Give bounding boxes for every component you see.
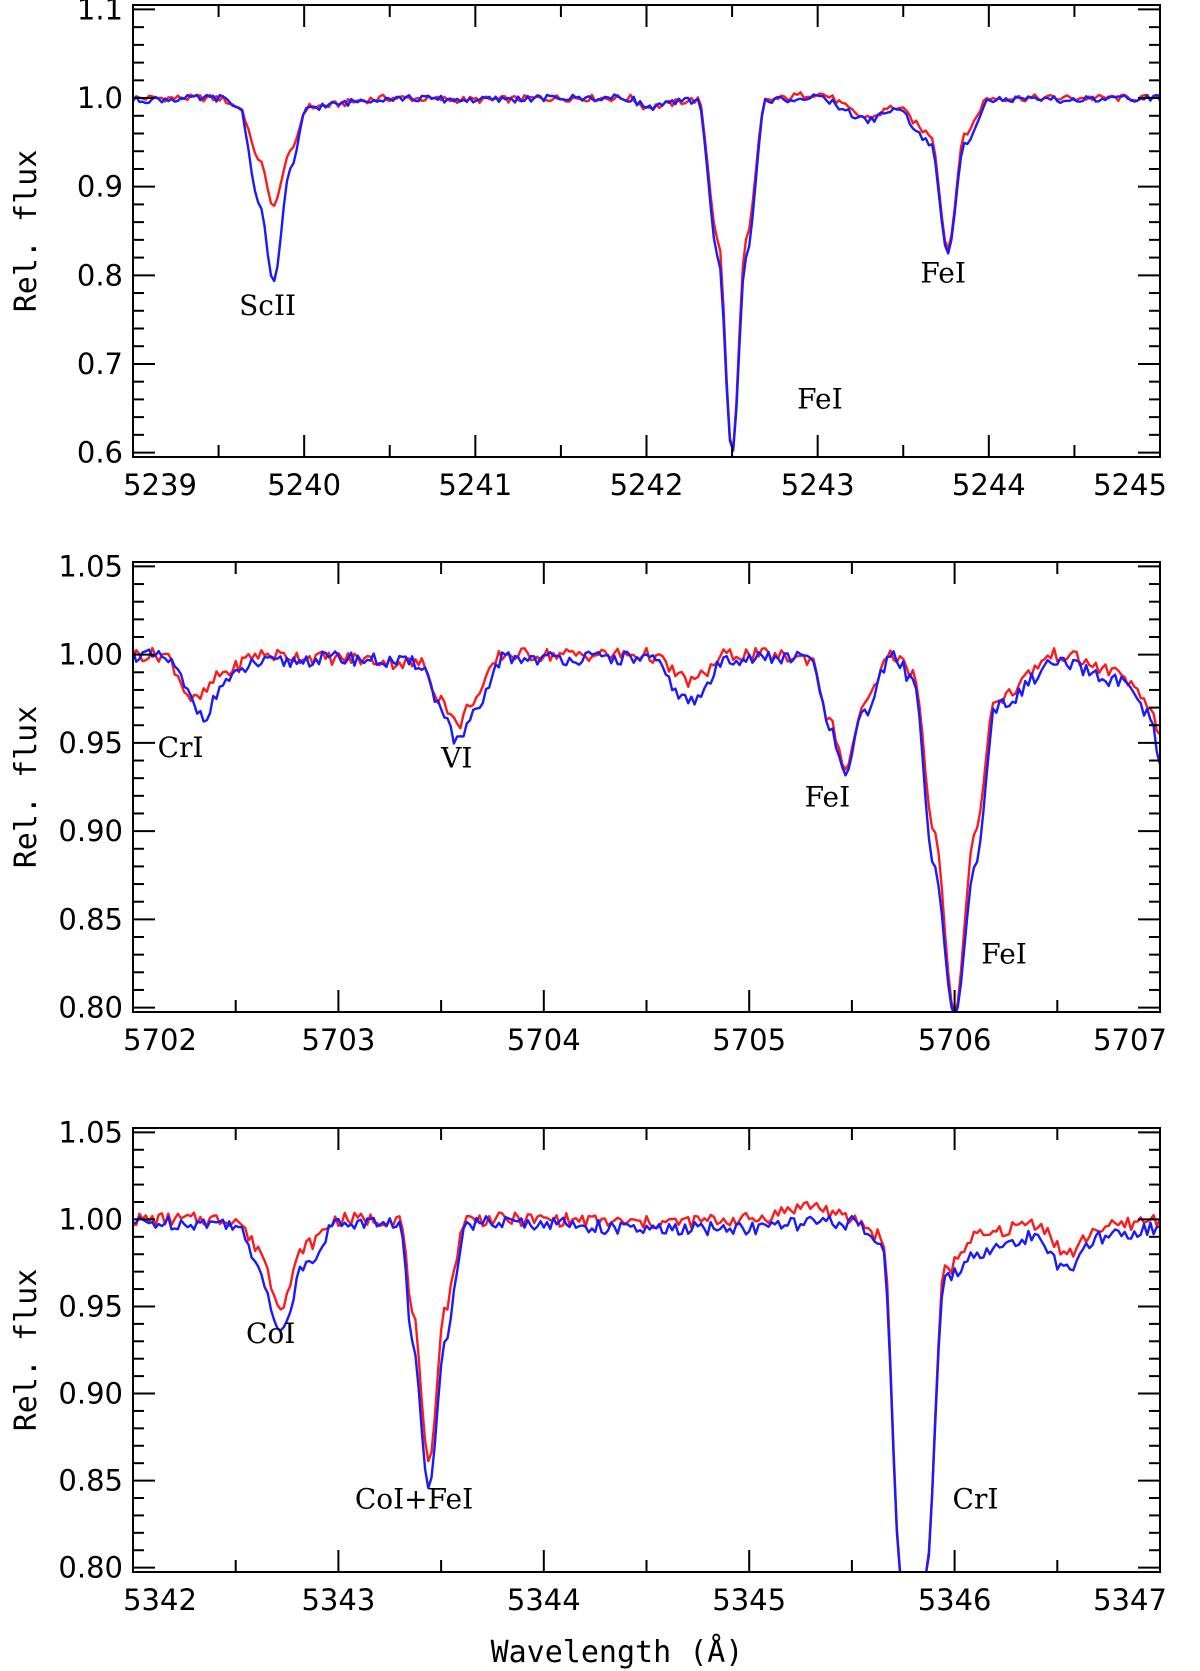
- y-tick-label: 1.1: [77, 0, 123, 26]
- series-group: [133, 1200, 1160, 1572]
- plot-frame: [132, 4, 1161, 458]
- y-tick-label: 0.95: [58, 726, 123, 760]
- y-tick-label: 0.85: [58, 1464, 123, 1498]
- x-tick-label: 5702: [123, 1023, 197, 1057]
- series-red-line: [133, 1200, 1160, 1572]
- y-tick-label: 1.0: [77, 81, 123, 115]
- y-tick-label: 0.7: [77, 347, 123, 381]
- line-annotation: VI: [440, 742, 472, 775]
- line-annotation: CrI: [953, 1482, 999, 1515]
- line-annotation: FeI: [920, 256, 966, 289]
- line-annotation: CrI: [158, 731, 204, 764]
- y-tick-label: 0.8: [77, 258, 123, 292]
- series-group: [133, 646, 1160, 1012]
- line-annotation: ScII: [239, 289, 296, 322]
- y-tick-label: 1.00: [58, 1202, 123, 1236]
- x-tick-label: 5343: [301, 1583, 375, 1617]
- y-axis-title: Rel. flux: [9, 1269, 44, 1432]
- y-tick-label: 1.05: [58, 549, 123, 583]
- x-tick-label: 5240: [267, 468, 341, 502]
- x-tick-label: 5243: [781, 468, 855, 502]
- y-tick-label: 1.05: [58, 1115, 123, 1149]
- line-annotation: FeI: [805, 780, 851, 813]
- x-tick-label: 5244: [952, 468, 1026, 502]
- x-tick-label: 5704: [507, 1023, 581, 1057]
- panel-top: 5239 5240 5241 5242 5243 5244 5245 0.6 0.7 0.8 0.9…: [9, 0, 1167, 502]
- y-tick-label: 0.6: [77, 436, 123, 470]
- x-tick-label: 5245: [1093, 468, 1167, 502]
- x-tick-label: 5345: [712, 1583, 786, 1617]
- panel-bottom: 5342 5343 5344 5345 5346 5347 0.80 0.85 0.90 0.95…: [9, 1115, 1167, 1617]
- x-tick-label: 5342: [123, 1583, 197, 1617]
- y-tick-label: 0.90: [58, 1377, 123, 1411]
- x-tick-label: 5707: [1093, 1023, 1167, 1057]
- x-tick-label: 5239: [123, 468, 197, 502]
- y-tick-label: 0.95: [58, 1289, 123, 1323]
- x-tick-label: 5241: [438, 468, 512, 502]
- series-blue-line: [133, 93, 1160, 452]
- y-axis-title: Rel. flux: [9, 150, 44, 313]
- x-tick-label: 5346: [918, 1583, 992, 1617]
- line-annotation: FeI: [981, 937, 1027, 970]
- x-tick-label: 5242: [610, 468, 684, 502]
- series-group: [133, 91, 1160, 452]
- y-tick-label: 1.00: [58, 638, 123, 672]
- line-annotation: CoI+FeI: [355, 1482, 473, 1515]
- x-axis-title: Wavelength (Å): [491, 1634, 744, 1670]
- x-tick-label: 5344: [507, 1583, 581, 1617]
- series-blue-line: [133, 1214, 1160, 1572]
- y-axis-title: Rel. flux: [9, 706, 44, 869]
- y-tick-label: 0.9: [77, 170, 123, 204]
- y-tick-label: 0.80: [58, 991, 123, 1025]
- y-tick-label: 0.80: [58, 1551, 123, 1585]
- x-tick-label: 5706: [918, 1023, 992, 1057]
- x-tick-label: 5705: [712, 1023, 786, 1057]
- line-annotation: CoI: [246, 1317, 295, 1350]
- y-tick-label: 0.90: [58, 814, 123, 848]
- panel-middle: 5702 5703 5704 5705 5706 5707 0.80 0.85 0.90 0.95…: [9, 549, 1167, 1057]
- line-annotation: FeI: [797, 382, 843, 415]
- y-tick-label: 0.85: [58, 902, 123, 936]
- series-blue-line: [133, 648, 1160, 1012]
- x-tick-label: 5703: [301, 1023, 375, 1057]
- series-red-line: [133, 91, 1160, 451]
- x-tick-label: 5347: [1093, 1583, 1167, 1617]
